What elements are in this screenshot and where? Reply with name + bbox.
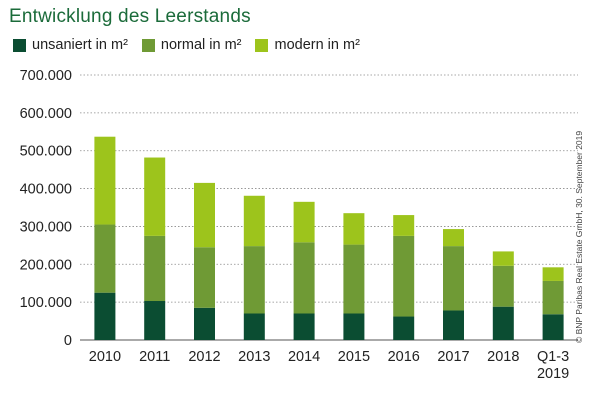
y-tick-label: 0 (64, 333, 72, 349)
legend-item-unsaniert: unsaniert in m² (13, 37, 128, 53)
bar-segment-unsaniert (393, 316, 415, 340)
bar-segment-modern (144, 157, 166, 236)
bar-segment-unsaniert (144, 301, 166, 340)
bar-segment-normal (144, 235, 166, 302)
legend-item-modern: modern in m² (255, 37, 360, 53)
bar-segment-unsaniert (243, 313, 265, 340)
y-tick-label: 600.000 (20, 106, 72, 122)
y-tick-label: 400.000 (20, 182, 72, 198)
bar-segment-normal (492, 265, 514, 307)
bar-segment-unsaniert (194, 307, 215, 340)
bar-segment-normal (293, 242, 315, 314)
chart-title: Entwicklung des Leerstands (9, 6, 251, 27)
x-tick-label: 2018 (487, 349, 519, 365)
bar-segment-modern (194, 182, 215, 248)
legend-item-normal: normal in m² (141, 37, 242, 53)
copyright-note: © BNP Paribas Real Estate GmbH, 30. Sept… (574, 130, 584, 343)
bar-segment-normal (443, 246, 464, 311)
x-tick-label: 2013 (238, 349, 270, 365)
bar-segment-modern (492, 251, 514, 266)
bar-segment-modern (343, 213, 365, 245)
bar-segment-unsaniert (343, 313, 365, 340)
bar-segment-normal (243, 246, 265, 314)
bar-segment-unsaniert (492, 306, 514, 340)
bar-segment-normal (194, 247, 215, 308)
bar-segment-modern (542, 267, 564, 281)
y-tick-label: 500.000 (20, 144, 72, 160)
x-tick-label: 2016 (388, 349, 420, 365)
bar-segment-normal (343, 244, 365, 314)
x-tick-label: 2014 (288, 349, 320, 365)
bar-segment-unsaniert (443, 310, 464, 340)
x-tick-label: 2015 (338, 349, 370, 365)
bar-segment-normal (393, 235, 415, 317)
y-tick-label: 200.000 (20, 257, 72, 273)
legend-label-modern: modern in m² (274, 37, 360, 53)
legend: unsaniert in m² normal in m² modern in m… (13, 37, 360, 53)
x-tick-label: 2010 (89, 349, 121, 365)
legend-swatch-modern (255, 38, 269, 52)
legend-label-unsaniert: unsaniert in m² (32, 37, 128, 53)
bar-segment-modern (443, 229, 464, 247)
y-tick-label: 100.000 (20, 295, 72, 311)
x-tick-label: 2011 (139, 349, 170, 365)
legend-swatch-normal (141, 38, 155, 52)
bar-segment-normal (542, 280, 564, 315)
x-tick-label: 2012 (188, 349, 220, 365)
bar-segment-modern (293, 201, 315, 243)
bar-segment-unsaniert (94, 292, 116, 340)
bar-segment-modern (243, 195, 265, 247)
legend-swatch-unsaniert (13, 38, 26, 52)
bar-segment-modern (393, 215, 415, 236)
legend-label-normal: normal in m² (160, 37, 242, 53)
y-tick-label: 300.000 (20, 219, 72, 235)
x-tick-label: 2017 (437, 349, 469, 365)
bar-segment-unsaniert (542, 314, 564, 340)
bar-segment-normal (94, 224, 116, 293)
x-tick-label: Q1-3 2019 (537, 349, 569, 382)
bar-segment-modern (94, 136, 116, 225)
y-tick-label: 700.000 (20, 68, 72, 84)
bar-segment-unsaniert (293, 313, 315, 340)
